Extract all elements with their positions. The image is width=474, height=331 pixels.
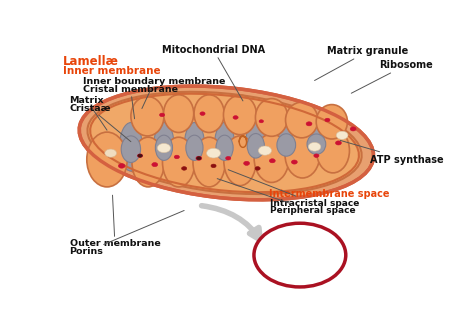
Text: Inner membrane: Inner membrane: [63, 66, 161, 76]
Ellipse shape: [255, 99, 288, 136]
Circle shape: [259, 120, 264, 123]
Ellipse shape: [184, 122, 205, 168]
Circle shape: [254, 223, 346, 287]
Ellipse shape: [216, 135, 233, 161]
Circle shape: [174, 155, 179, 159]
Ellipse shape: [87, 92, 362, 194]
Text: Cristal membrane: Cristal membrane: [83, 85, 178, 119]
Circle shape: [196, 156, 202, 160]
Circle shape: [197, 157, 201, 160]
Ellipse shape: [285, 102, 318, 138]
Ellipse shape: [193, 137, 225, 187]
Circle shape: [258, 146, 272, 155]
Ellipse shape: [121, 136, 141, 163]
Ellipse shape: [247, 133, 264, 158]
Circle shape: [105, 149, 117, 157]
Ellipse shape: [246, 121, 266, 166]
Ellipse shape: [307, 134, 326, 154]
Circle shape: [325, 118, 330, 122]
Ellipse shape: [194, 95, 224, 132]
Circle shape: [269, 159, 275, 163]
Circle shape: [336, 141, 341, 145]
Text: Intermembrane space: Intermembrane space: [269, 189, 389, 199]
Text: Intracristal space: Intracristal space: [228, 170, 359, 208]
Ellipse shape: [87, 132, 127, 187]
Text: Mitochondrial DNA: Mitochondrial DNA: [162, 45, 265, 101]
Circle shape: [137, 154, 143, 158]
Circle shape: [160, 113, 164, 117]
Circle shape: [118, 164, 125, 168]
Text: Inner boundary membrane: Inner boundary membrane: [83, 77, 226, 109]
Text: Matrix granule: Matrix granule: [315, 46, 409, 80]
Text: ATP synthase: ATP synthase: [340, 140, 443, 165]
Ellipse shape: [277, 134, 296, 156]
Ellipse shape: [254, 134, 289, 182]
Circle shape: [350, 127, 356, 131]
Text: Peripheral space: Peripheral space: [217, 179, 356, 215]
Ellipse shape: [214, 122, 235, 168]
Ellipse shape: [285, 131, 320, 178]
Text: Porins: Porins: [70, 211, 184, 256]
Ellipse shape: [164, 95, 194, 132]
Ellipse shape: [316, 128, 349, 173]
Text: Lamellæ: Lamellæ: [63, 55, 119, 68]
Ellipse shape: [79, 86, 374, 200]
Ellipse shape: [119, 122, 142, 171]
Circle shape: [233, 116, 238, 119]
Circle shape: [336, 131, 348, 139]
Circle shape: [244, 161, 249, 166]
Text: Ribosome: Ribosome: [351, 60, 433, 93]
Text: Cristaæ: Cristaæ: [70, 104, 131, 142]
Circle shape: [308, 142, 321, 151]
Ellipse shape: [163, 137, 195, 187]
Circle shape: [255, 166, 260, 170]
Circle shape: [138, 154, 142, 157]
Circle shape: [211, 164, 216, 168]
Circle shape: [306, 122, 312, 126]
Ellipse shape: [132, 137, 164, 187]
Circle shape: [226, 157, 231, 160]
Circle shape: [152, 163, 158, 166]
Ellipse shape: [154, 122, 174, 168]
Circle shape: [157, 143, 171, 153]
Ellipse shape: [131, 96, 164, 136]
Text: Matrix: Matrix: [70, 96, 107, 130]
Text: Outer membrane: Outer membrane: [70, 195, 160, 248]
Ellipse shape: [155, 135, 173, 161]
Ellipse shape: [275, 122, 297, 163]
Circle shape: [207, 148, 220, 158]
Ellipse shape: [224, 136, 256, 186]
Circle shape: [200, 112, 205, 116]
Ellipse shape: [186, 135, 203, 161]
Circle shape: [182, 166, 187, 170]
Ellipse shape: [305, 124, 328, 161]
Circle shape: [292, 160, 297, 164]
Circle shape: [314, 154, 319, 158]
Ellipse shape: [223, 95, 256, 135]
Ellipse shape: [316, 105, 347, 139]
